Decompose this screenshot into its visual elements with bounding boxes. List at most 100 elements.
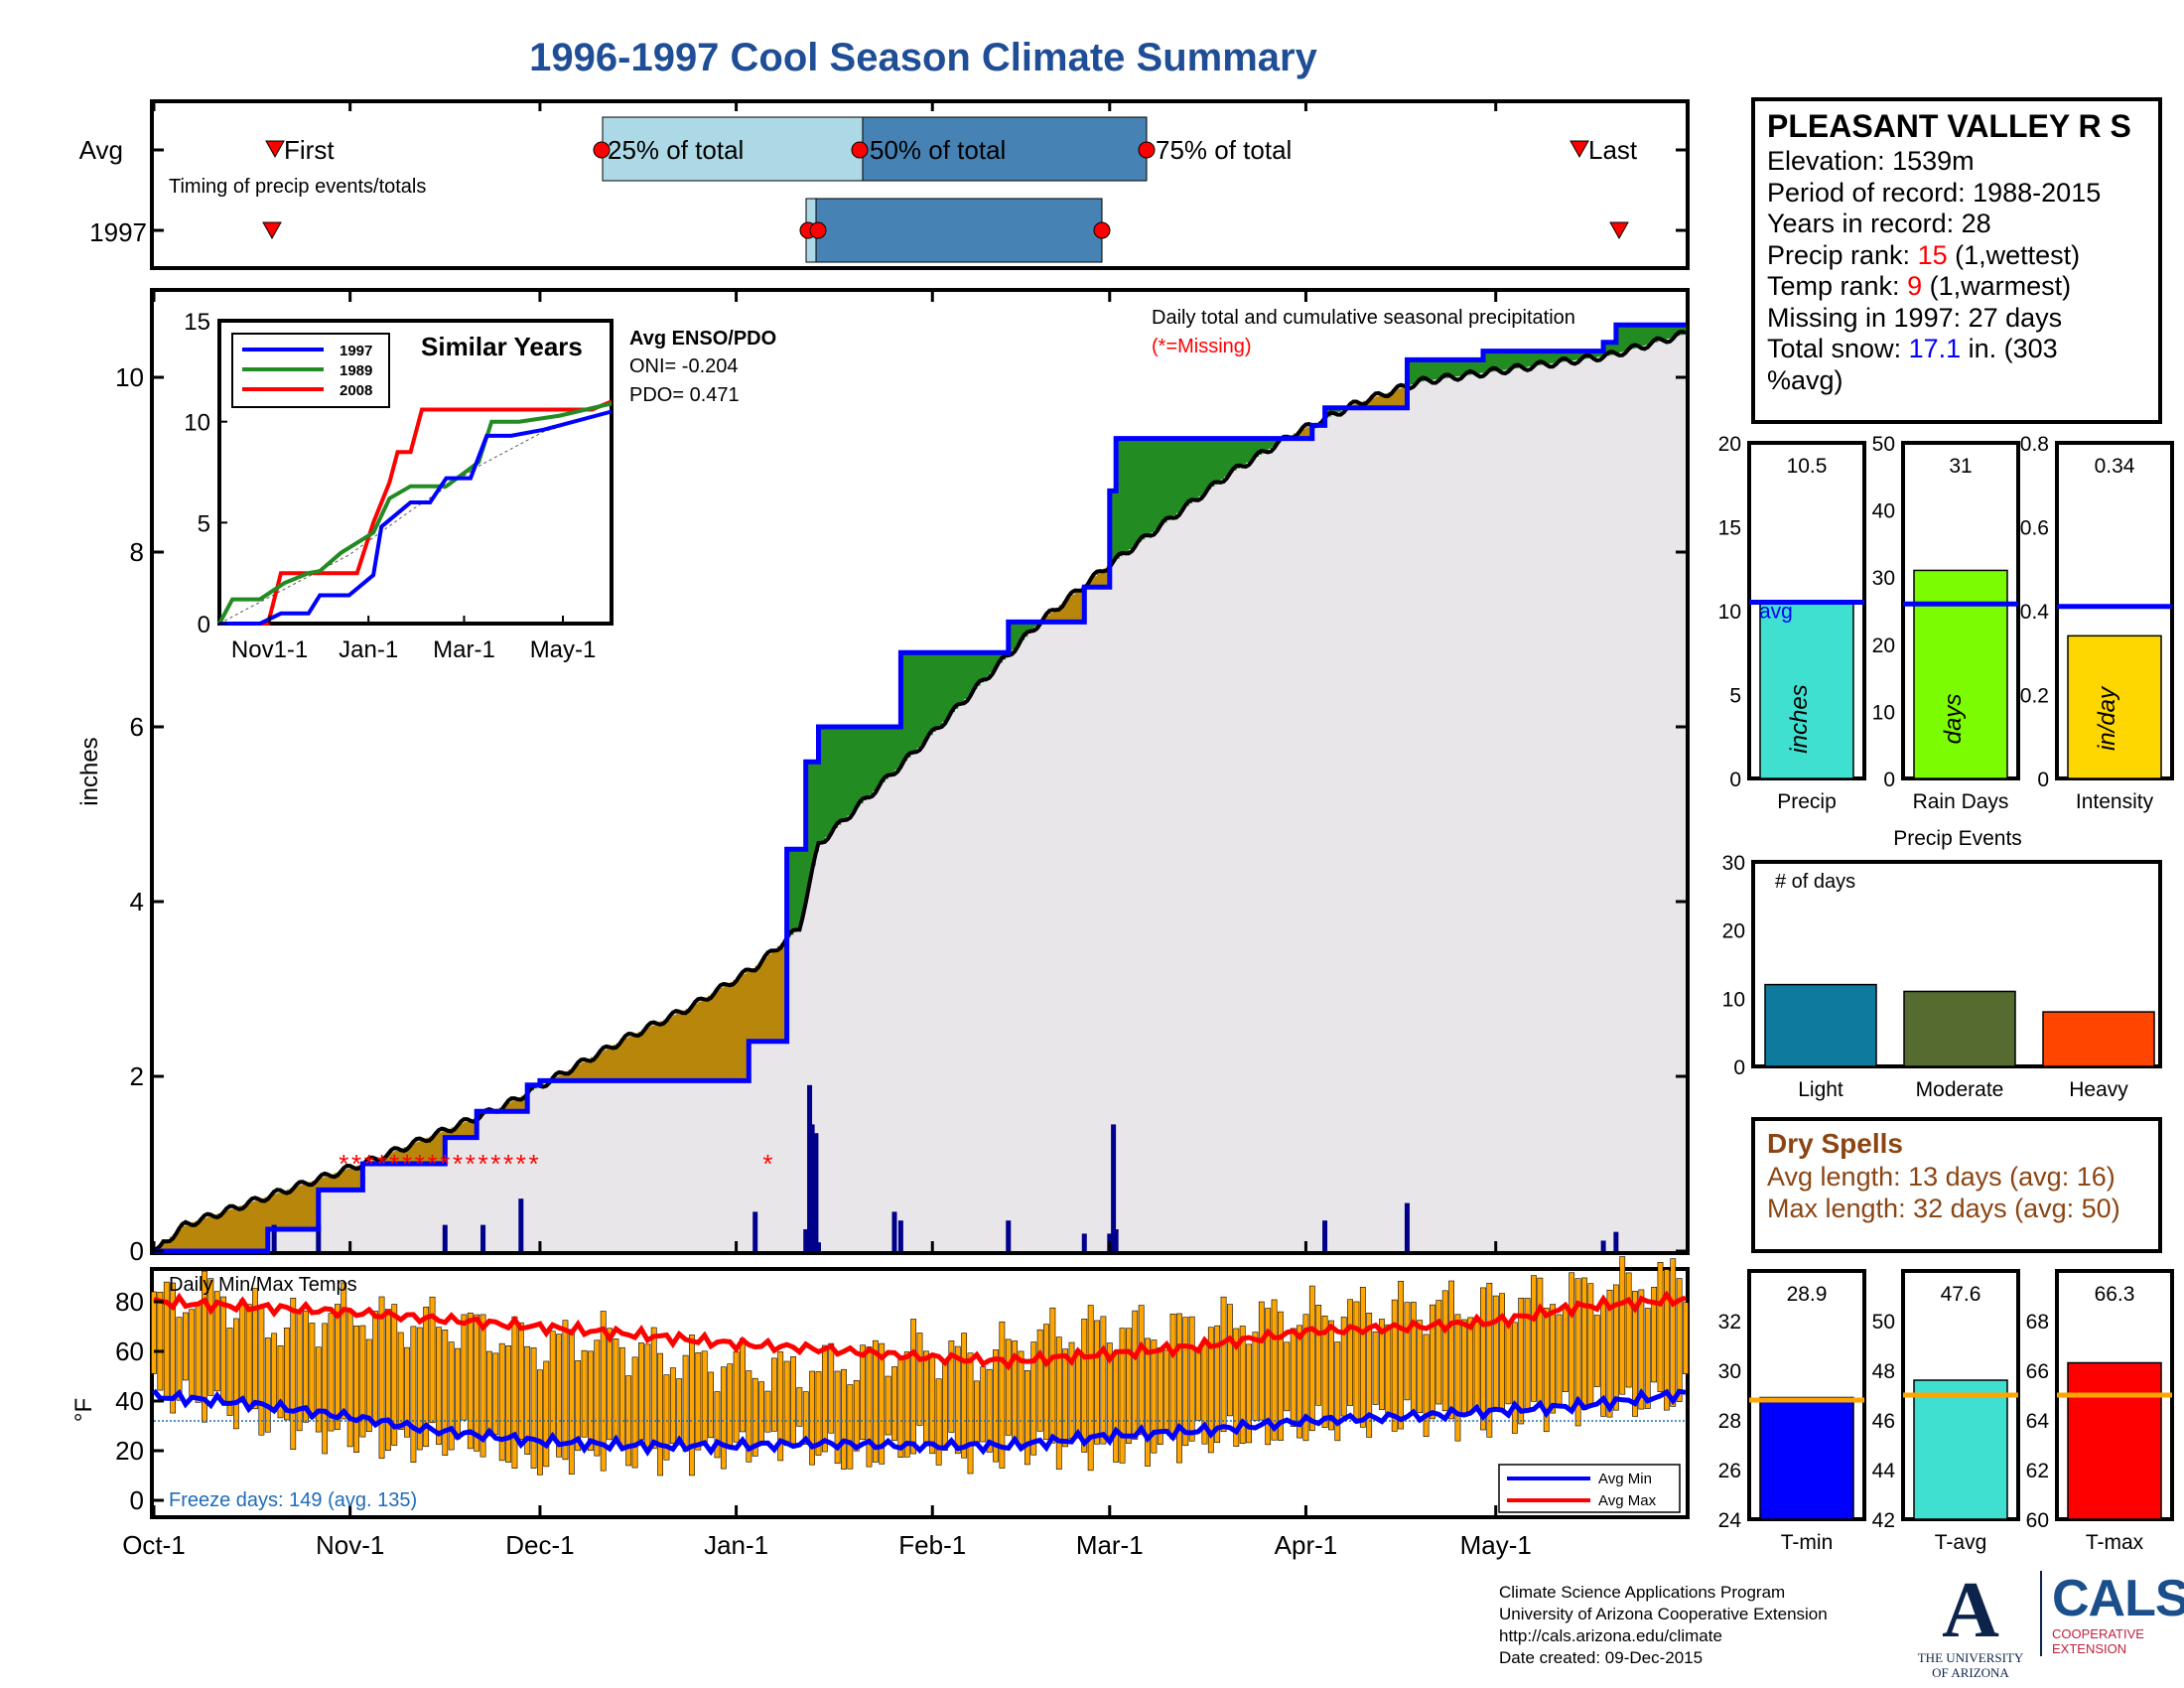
bar-ytick-label: 20	[1872, 634, 1895, 657]
bar-ytick-label: 0	[1883, 769, 1895, 791]
daily-temp-bar	[689, 1335, 695, 1477]
daily-temp-bar	[1182, 1317, 1189, 1447]
daily-temp-bar	[296, 1311, 303, 1432]
daily-temp-bar	[1214, 1325, 1221, 1443]
daily-temp-bar	[1574, 1278, 1581, 1427]
climatology-area	[154, 332, 1686, 1251]
daily-temp-bar	[733, 1351, 740, 1443]
bar-ytick-label: 68	[2026, 1311, 2049, 1334]
daily-temp-bar	[1581, 1277, 1587, 1411]
daily-temp-bar	[410, 1326, 417, 1464]
daily-temp-bar	[189, 1309, 196, 1398]
daily-temp-bar	[1043, 1324, 1049, 1441]
inset-legend-label: 2008	[340, 382, 372, 399]
daily-temp-bar	[220, 1296, 227, 1402]
bar-unit-label: in/day	[2094, 685, 2120, 751]
daily-temp-bar	[1543, 1308, 1550, 1433]
daily-precip-title: Daily total and cumulative seasonal prec…	[1152, 307, 1575, 329]
bar-ytick-label: 64	[2026, 1410, 2050, 1433]
daily-temp-bar	[588, 1350, 594, 1452]
daily-temp-bar	[1278, 1311, 1284, 1441]
daily-temp-bar	[309, 1323, 316, 1419]
daily-temp-bar	[1518, 1297, 1525, 1425]
daily-precip-bar	[752, 1211, 758, 1251]
daily-temp-bar	[1126, 1328, 1132, 1444]
missing-day-marker: *	[762, 1149, 772, 1179]
summary-bar	[2067, 634, 2162, 779]
cals-mark: CALS	[2052, 1570, 2184, 1627]
precip-ytick-label: 6	[130, 712, 144, 742]
bar-ytick-label: 26	[1718, 1460, 1741, 1482]
bar-category-label: Precip	[1777, 790, 1837, 813]
daily-temp-bar	[999, 1321, 1006, 1469]
daily-temp-bar	[1473, 1322, 1480, 1410]
daily-temp-bar	[1176, 1313, 1182, 1464]
timing-last-label: Last	[1588, 135, 1638, 165]
bar-ytick-label: 30	[1718, 1360, 1741, 1383]
bar-unit-label: days	[1940, 694, 1967, 745]
missing-day-marker: *	[389, 1149, 399, 1179]
month-label: Mar-1	[1076, 1530, 1144, 1560]
daily-temp-bar	[961, 1333, 968, 1459]
avg-label: avg	[1759, 601, 1793, 624]
freeze-days-label: Freeze days: 149 (avg. 135)	[169, 1489, 417, 1511]
daily-temp-bar	[492, 1352, 499, 1436]
daily-temp-bar	[1460, 1319, 1467, 1414]
last-event-marker	[1609, 221, 1629, 240]
event-bar	[2042, 1011, 2155, 1067]
daily-temp-bar	[353, 1325, 359, 1453]
daily-temp-bar	[777, 1351, 784, 1462]
daily-temp-bar	[821, 1344, 828, 1453]
percentile-marker	[593, 141, 611, 159]
daily-temp-bar	[1321, 1315, 1328, 1428]
missing-day-marker: *	[364, 1149, 374, 1179]
daily-temp-bar	[264, 1337, 271, 1433]
daily-temp-bar	[505, 1345, 511, 1463]
daily-temp-bar	[1062, 1348, 1069, 1448]
daily-temp-bar	[461, 1314, 468, 1421]
daily-temp-bar	[1308, 1285, 1315, 1432]
daily-temp-bar	[860, 1344, 867, 1441]
temp-ytick-label: 60	[115, 1336, 144, 1366]
bar-ytick-label: 15	[1718, 517, 1741, 540]
daily-temp-bar	[809, 1370, 816, 1466]
daily-temp-bar	[980, 1366, 987, 1443]
daily-temp-bar	[714, 1391, 721, 1459]
temp-ytick-label: 20	[115, 1436, 144, 1466]
daily-temp-bar	[1562, 1307, 1569, 1392]
daily-temp-bar	[1644, 1308, 1651, 1409]
daily-temp-bar	[1246, 1343, 1252, 1444]
temp-panel-frame	[150, 1267, 1690, 1519]
daily-temp-bar	[701, 1350, 708, 1446]
missing-day-marker: *	[503, 1149, 513, 1179]
daily-temp-bar	[543, 1360, 550, 1468]
daily-temp-bar	[1391, 1299, 1398, 1432]
avg-max-line	[153, 1290, 1687, 1371]
footer-line-3[interactable]: http://cals.arizona.edu/climate	[1499, 1626, 1722, 1645]
daily-temp-bar	[746, 1370, 752, 1463]
daily-temp-bar	[1670, 1258, 1677, 1407]
daily-temp-bar	[1075, 1349, 1081, 1439]
daily-temp-bar	[1441, 1290, 1448, 1412]
daily-temp-bar	[607, 1328, 613, 1441]
daily-temp-bar	[1302, 1314, 1309, 1442]
event-bar	[1903, 990, 2016, 1067]
daily-temp-bar	[385, 1309, 391, 1452]
footer-line-1: Climate Science Applications Program	[1499, 1583, 1786, 1602]
month-label: Nov-1	[316, 1530, 384, 1560]
daily-temp-bar	[720, 1366, 727, 1470]
daily-temp-bar	[397, 1332, 404, 1431]
daily-temp-bar	[1410, 1302, 1417, 1412]
daily-temp-bar	[1297, 1325, 1302, 1439]
daily-temp-bar	[1569, 1272, 1575, 1411]
timing-50-label: 50% of total	[870, 135, 1006, 165]
daily-temp-bar	[1227, 1304, 1233, 1417]
daily-temp-bar	[897, 1357, 904, 1458]
y1997-50-75-box	[815, 198, 1103, 263]
inset-ytick-label: 10	[184, 410, 210, 437]
month-label: Dec-1	[505, 1530, 574, 1560]
missing-day-marker: *	[516, 1149, 526, 1179]
station-info-frame	[1751, 97, 2162, 424]
bar-ytick-label: 66	[2026, 1360, 2049, 1383]
missing-day-marker: *	[490, 1149, 500, 1179]
